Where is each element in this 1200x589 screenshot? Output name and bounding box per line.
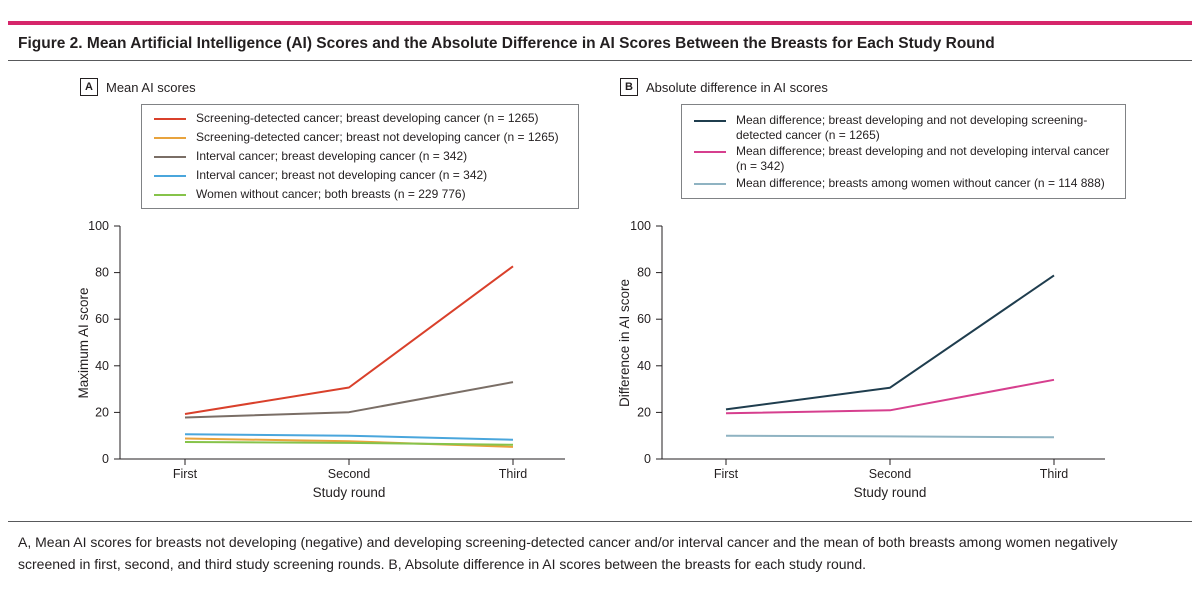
chart-b-absolute-difference: 0 20 40 60 80 100 Difference in AI score… <box>617 219 1105 500</box>
legend-b-item: Mean difference; breasts among women wit… <box>694 176 1112 191</box>
series-line-4 <box>184 433 514 441</box>
figure-title: Figure 2. Mean Artificial Intelligence (… <box>18 35 995 52</box>
legend-swatch <box>154 175 186 177</box>
x-tick-label: Second <box>328 467 370 481</box>
legend-a-item: Women without cancer; both breasts (n = … <box>154 187 466 202</box>
panel-a-title: Mean AI scores <box>106 79 196 95</box>
top-accent-rule <box>8 21 1192 25</box>
y-axis-title: Maximum AI score <box>76 287 91 398</box>
y-tick-label: 40 <box>637 359 651 373</box>
y-tick-label: 20 <box>637 405 651 419</box>
y-tick-label: 20 <box>95 405 109 419</box>
chart-a-series <box>184 265 514 448</box>
y-tick-label: 0 <box>102 452 109 466</box>
legend-label: Interval cancer; breast not developing c… <box>196 168 488 182</box>
y-tick-label: 80 <box>95 266 109 280</box>
legend-swatch <box>154 137 186 139</box>
chart-b-series <box>725 274 1055 439</box>
y-tick-label: 100 <box>88 219 109 233</box>
legend-a-item: Screening-detected cancer; breast develo… <box>154 111 539 126</box>
x-axis-title: Study round <box>854 485 927 500</box>
series-line-2 <box>725 378 1055 415</box>
series-line-3 <box>725 434 1055 439</box>
legend-swatch <box>154 118 186 120</box>
chart-b-y-axis: 0 20 40 60 80 100 Difference in AI score <box>617 219 663 466</box>
legend-label: Women without cancer; both breasts (n = … <box>196 187 466 201</box>
legend-swatch <box>154 194 186 196</box>
figure-caption: A, Mean AI scores for breasts not develo… <box>18 534 1118 572</box>
y-tick-label: 60 <box>637 312 651 326</box>
y-axis-title: Difference in AI score <box>617 279 632 407</box>
legend-a: Screening-detected cancer; breast develo… <box>141 104 579 209</box>
y-tick-label: 80 <box>637 266 651 280</box>
series-line-5 <box>184 441 514 446</box>
series-line-3 <box>184 381 514 419</box>
x-tick-label: First <box>714 467 739 481</box>
legend-swatch <box>694 183 726 185</box>
x-tick-label: Third <box>1040 467 1069 481</box>
legend-b-item: Mean difference; breast developing and n… <box>694 113 1112 143</box>
series-line-1 <box>184 265 514 415</box>
y-tick-label: 0 <box>644 452 651 466</box>
legend-label: Mean difference; breasts among women wit… <box>736 176 1105 190</box>
panel-a-label: A Mean AI scores <box>80 78 196 96</box>
legend-swatch <box>154 156 186 158</box>
legend-label: Mean difference; breast developing and n… <box>736 113 1088 142</box>
legend-label: Screening-detected cancer; breast not de… <box>196 130 559 144</box>
legend-b-item: Mean difference; breast developing and n… <box>694 144 1112 174</box>
legend-label: Interval cancer; breast developing cance… <box>196 149 468 163</box>
panel-a-letter: A <box>80 78 98 96</box>
y-tick-label: 100 <box>630 219 651 233</box>
x-tick-label: Third <box>499 467 528 481</box>
legend-swatch <box>694 151 726 153</box>
x-tick-label: First <box>173 467 198 481</box>
legend-label: Mean difference; breast developing and n… <box>736 144 1110 173</box>
y-tick-label: 60 <box>95 312 109 326</box>
x-axis-title: Study round <box>313 485 386 500</box>
x-tick-label: Second <box>869 467 911 481</box>
panel-b-letter: B <box>620 78 638 96</box>
legend-a-item: Interval cancer; breast developing cance… <box>154 149 467 164</box>
chart-a-x-axis: First Second Third Study round <box>120 458 565 500</box>
chart-a-y-axis: 0 20 40 60 80 100 Maximum AI score <box>76 219 121 466</box>
chart-b-x-axis: First Second Third Study round <box>662 458 1105 500</box>
y-tick-label: 40 <box>95 359 109 373</box>
legend-a-item: Screening-detected cancer; breast not de… <box>154 130 559 145</box>
chart-a-mean-ai-scores: 0 20 40 60 80 100 Maximum AI score First… <box>76 219 565 500</box>
legend-a-item: Interval cancer; breast not developing c… <box>154 168 487 183</box>
panel-b-title: Absolute difference in AI scores <box>646 79 828 95</box>
legend-label: Screening-detected cancer; breast develo… <box>196 111 539 125</box>
panel-b-label: B Absolute difference in AI scores <box>620 78 828 96</box>
legend-b: Mean difference; breast developing and n… <box>681 104 1126 199</box>
caption-divider <box>8 521 1192 522</box>
legend-swatch <box>694 120 726 122</box>
series-line-1 <box>725 274 1055 411</box>
title-divider <box>8 60 1192 61</box>
